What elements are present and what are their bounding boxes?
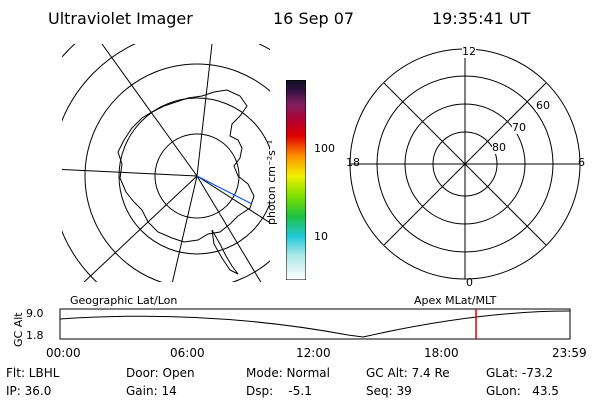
antarctica-coastline xyxy=(117,89,255,243)
geographic-map-panel xyxy=(62,44,270,282)
time-tick: 12:00 xyxy=(296,346,331,360)
latitude-circle xyxy=(154,133,240,219)
meridian-line xyxy=(101,44,198,177)
seq-status: Seq: 39 xyxy=(366,384,412,398)
mlat-label-70: 70 xyxy=(512,121,526,134)
mlt-label-18: 18 xyxy=(346,156,360,169)
altitude-ytick: 1.8 xyxy=(26,329,44,342)
glon-status: GLon: 43.5 xyxy=(486,384,559,398)
meridian-line xyxy=(62,168,198,177)
date-label: 16 Sep 07 xyxy=(273,9,355,28)
gain-status: Gain: 14 xyxy=(126,384,177,398)
altitude-ytick: 9.0 xyxy=(26,307,44,320)
colorbar xyxy=(286,80,306,280)
track-line xyxy=(196,175,253,205)
colorbar-tick: 100 xyxy=(314,142,335,155)
time-label: 19:35:41 UT xyxy=(432,9,531,28)
meridian-line xyxy=(171,175,198,282)
colorbar-label: photon cm⁻²s⁻¹ xyxy=(265,139,278,225)
meridian-line xyxy=(83,175,198,282)
meridian-line xyxy=(196,175,270,224)
time-tick: 00:00 xyxy=(46,346,81,360)
mlt-label-0: 0 xyxy=(466,276,473,289)
mlt-label-12: 12 xyxy=(462,45,476,58)
time-tick: 18:00 xyxy=(424,346,459,360)
mode-status: Mode: Normal xyxy=(246,366,330,380)
magnetic-polar-panel xyxy=(349,48,581,280)
meridian-line xyxy=(196,175,262,282)
altitude-strip xyxy=(59,308,571,340)
door-status: Door: Open xyxy=(126,366,195,380)
ip-status: IP: 36.0 xyxy=(6,384,52,398)
altitude-curve xyxy=(59,310,571,338)
colorbar-tick: 10 xyxy=(314,230,328,243)
gc-alt-status: GC Alt: 7.4 Re xyxy=(366,366,450,380)
latitude-circle xyxy=(118,97,270,255)
time-tick: 06:00 xyxy=(170,346,205,360)
geographic-caption: Geographic Lat/Lon xyxy=(70,294,178,307)
mlt-label-6: 6 xyxy=(578,156,585,169)
dsp-status: Dsp: -5.1 xyxy=(246,384,312,398)
glat-status: GLat: -73.2 xyxy=(486,366,553,380)
meridian-line xyxy=(196,44,213,177)
peninsula-coastline xyxy=(211,229,239,275)
filter-status: Flt: LBHL xyxy=(6,366,60,380)
mlat-label-80: 80 xyxy=(492,141,506,154)
instrument-title: Ultraviolet Imager xyxy=(48,9,193,28)
altitude-ylabel: GC Alt xyxy=(12,312,25,347)
time-tick: 23:59 xyxy=(552,346,587,360)
mlat-label-60: 60 xyxy=(536,99,550,112)
mlt-line xyxy=(383,82,547,246)
magnetic-caption: Apex MLat/MLT xyxy=(414,294,497,307)
latitude-circle xyxy=(84,63,270,282)
